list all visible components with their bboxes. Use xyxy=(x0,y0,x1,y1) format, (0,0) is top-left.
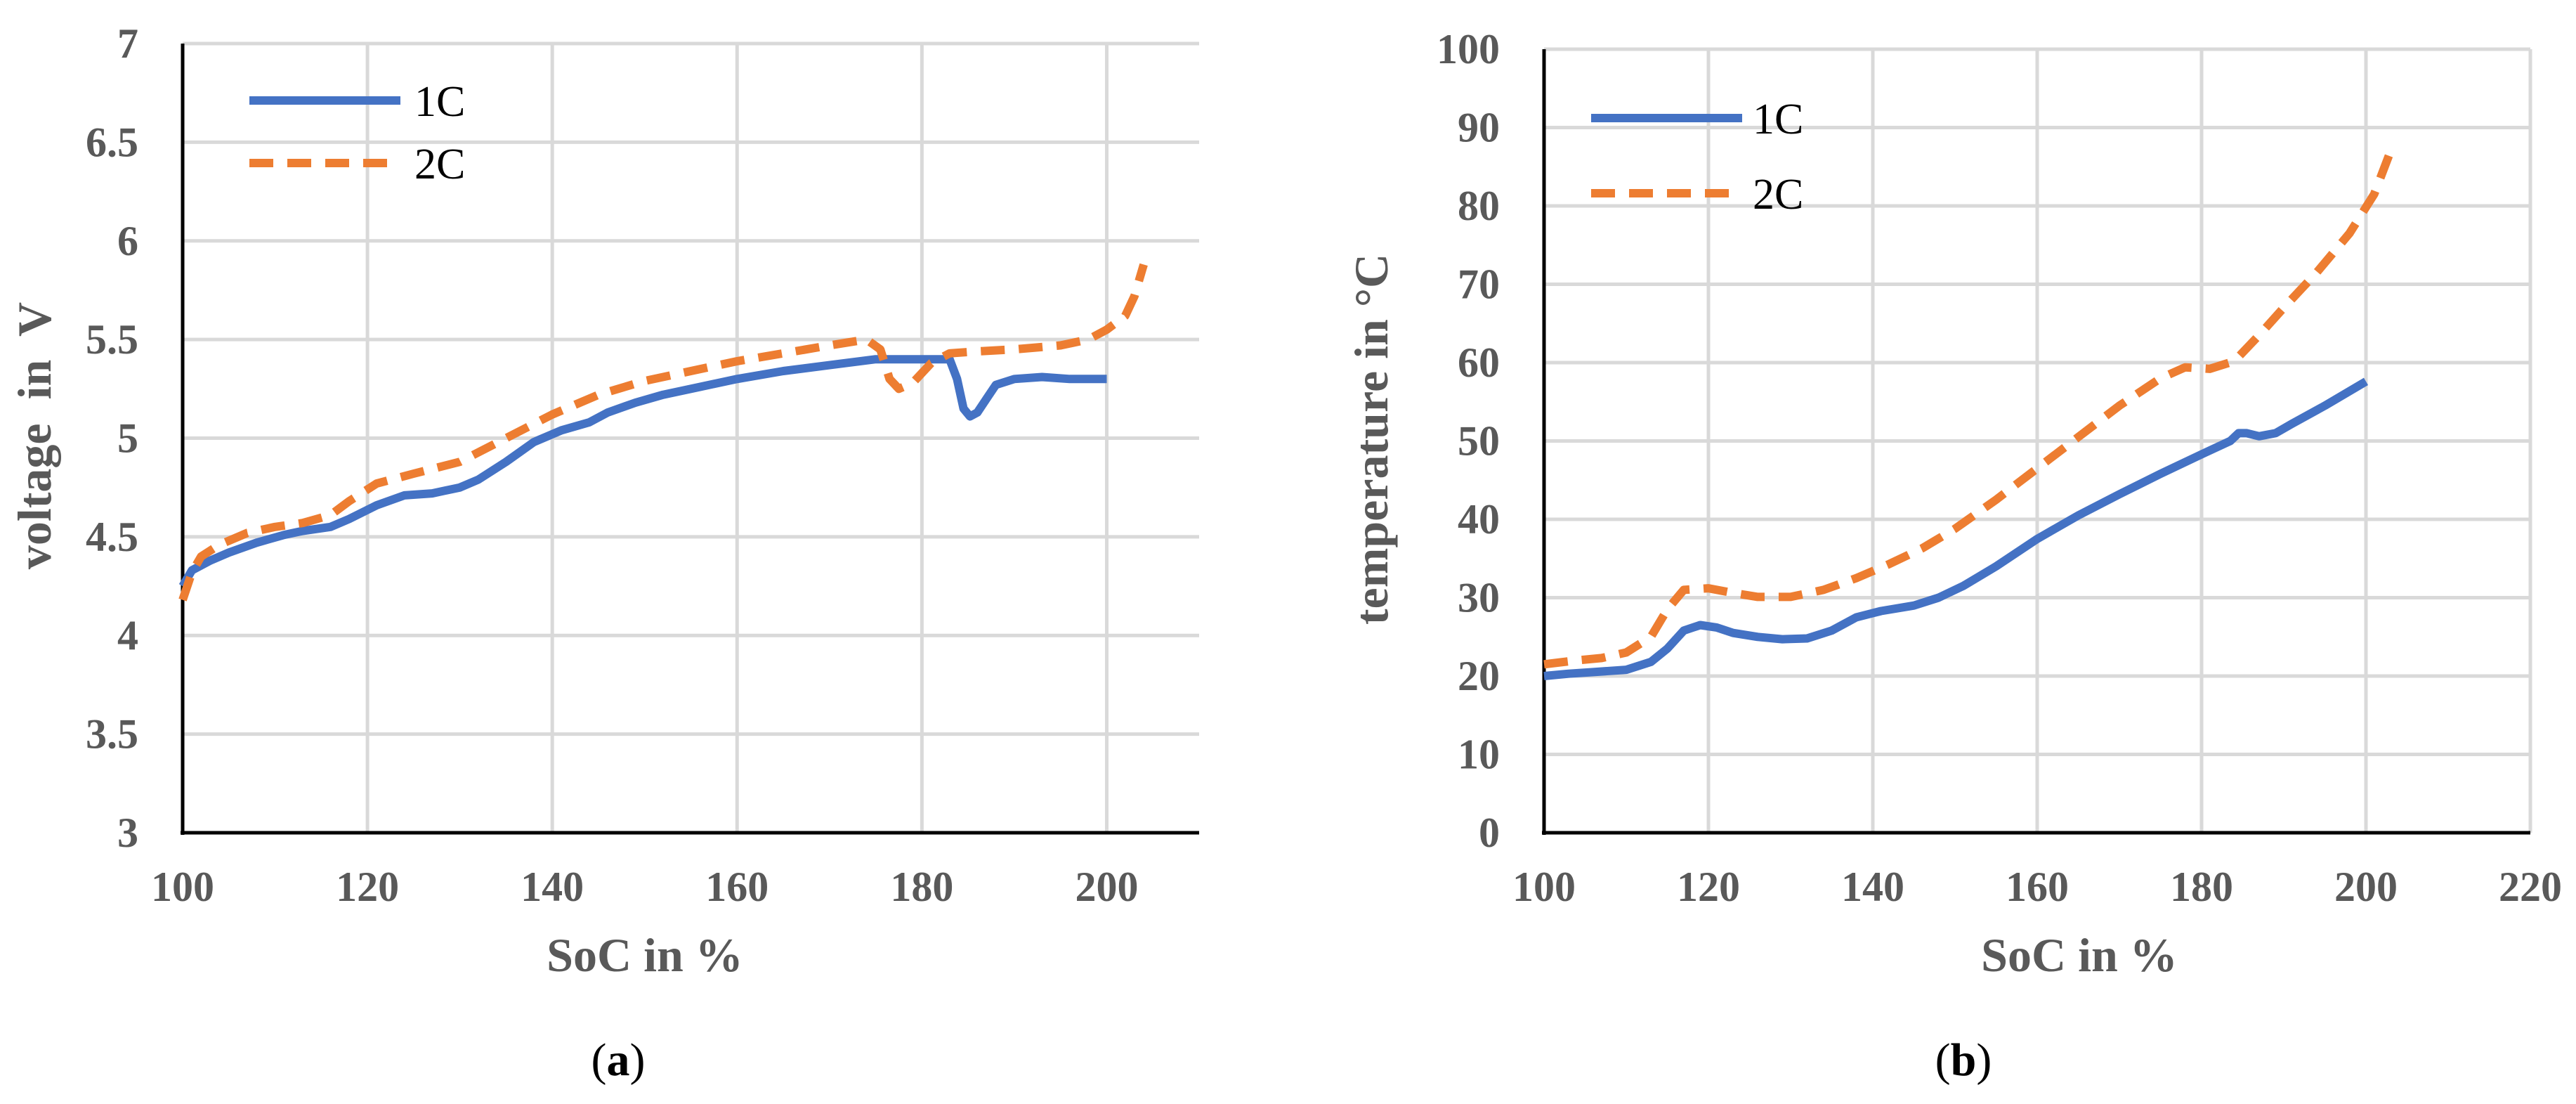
x-tick-label: 100 xyxy=(1512,864,1576,910)
y-tick-label: 3 xyxy=(117,810,138,856)
legend-label-1c: 1C xyxy=(414,78,465,126)
x-tick-label: 120 xyxy=(336,864,399,910)
chart-panel-b: 0 10 20 30 40 50 60 70 80 90 100 100 120 140 160 180 200… xyxy=(1345,26,2562,1086)
legend-label-2c: 2C xyxy=(414,141,465,188)
y-tick-label: 40 xyxy=(1458,496,1500,543)
panel-caption: (b) xyxy=(1935,1034,1992,1086)
y-tick-label: 4 xyxy=(117,612,138,658)
y-tick-label: 30 xyxy=(1458,575,1500,621)
series-line-2c xyxy=(1543,149,2395,669)
legend-label-1c: 1C xyxy=(1753,96,1803,143)
x-tick-label: 140 xyxy=(521,864,584,910)
panel-caption: (a) xyxy=(591,1034,646,1086)
y-tick-label: 6.5 xyxy=(86,119,138,165)
x-tick-label: 220 xyxy=(2499,864,2562,910)
panel-caption-letter: a xyxy=(607,1034,630,1086)
series-line-1c xyxy=(178,355,1107,589)
x-tick-label: 120 xyxy=(1677,864,1740,910)
y-tick-label: 5 xyxy=(117,415,138,462)
series-line-2c xyxy=(178,263,1148,602)
y-tick-label: 7 xyxy=(117,20,138,67)
y-tick-label: 10 xyxy=(1458,732,1500,778)
y-axis-title: temperature in °C xyxy=(1345,254,1398,625)
y-axis-title: voltage in V xyxy=(8,302,61,569)
legend-label-2c: 2C xyxy=(1753,171,1803,219)
chart-panel-a: 3 3.5 4 4.5 5 5.5 6 6.5 7 100 120 140 160 180 200 SoC i… xyxy=(8,20,1199,1086)
y-tick-label: 50 xyxy=(1458,418,1500,465)
y-tick-label: 90 xyxy=(1458,105,1500,151)
y-tick-label: 3.5 xyxy=(86,711,138,758)
y-tick-label: 20 xyxy=(1458,653,1500,699)
x-tick-label: 160 xyxy=(705,864,769,910)
x-axis-title: SoC in % xyxy=(547,928,743,982)
panel-caption-letter: b xyxy=(1951,1034,1977,1086)
x-axis-title: SoC in % xyxy=(1981,928,2178,982)
x-tick-label: 200 xyxy=(2334,864,2398,910)
x-tick-label: 200 xyxy=(1075,864,1138,910)
y-tick-label: 70 xyxy=(1458,261,1500,308)
y-tick-label: 6 xyxy=(117,218,138,264)
y-tick-label: 0 xyxy=(1479,810,1500,856)
y-tick-label: 100 xyxy=(1437,26,1500,72)
y-tick-label: 60 xyxy=(1458,339,1500,386)
x-tick-label: 140 xyxy=(1841,864,1904,910)
y-tick-label: 80 xyxy=(1458,183,1500,229)
series-line-1c xyxy=(1543,377,2369,680)
y-tick-label: 4.5 xyxy=(86,514,138,560)
x-tick-label: 180 xyxy=(890,864,953,910)
x-tick-label: 100 xyxy=(151,864,214,910)
x-tick-label: 160 xyxy=(2006,864,2069,910)
y-tick-label: 5.5 xyxy=(86,316,138,363)
x-tick-label: 180 xyxy=(2170,864,2233,910)
